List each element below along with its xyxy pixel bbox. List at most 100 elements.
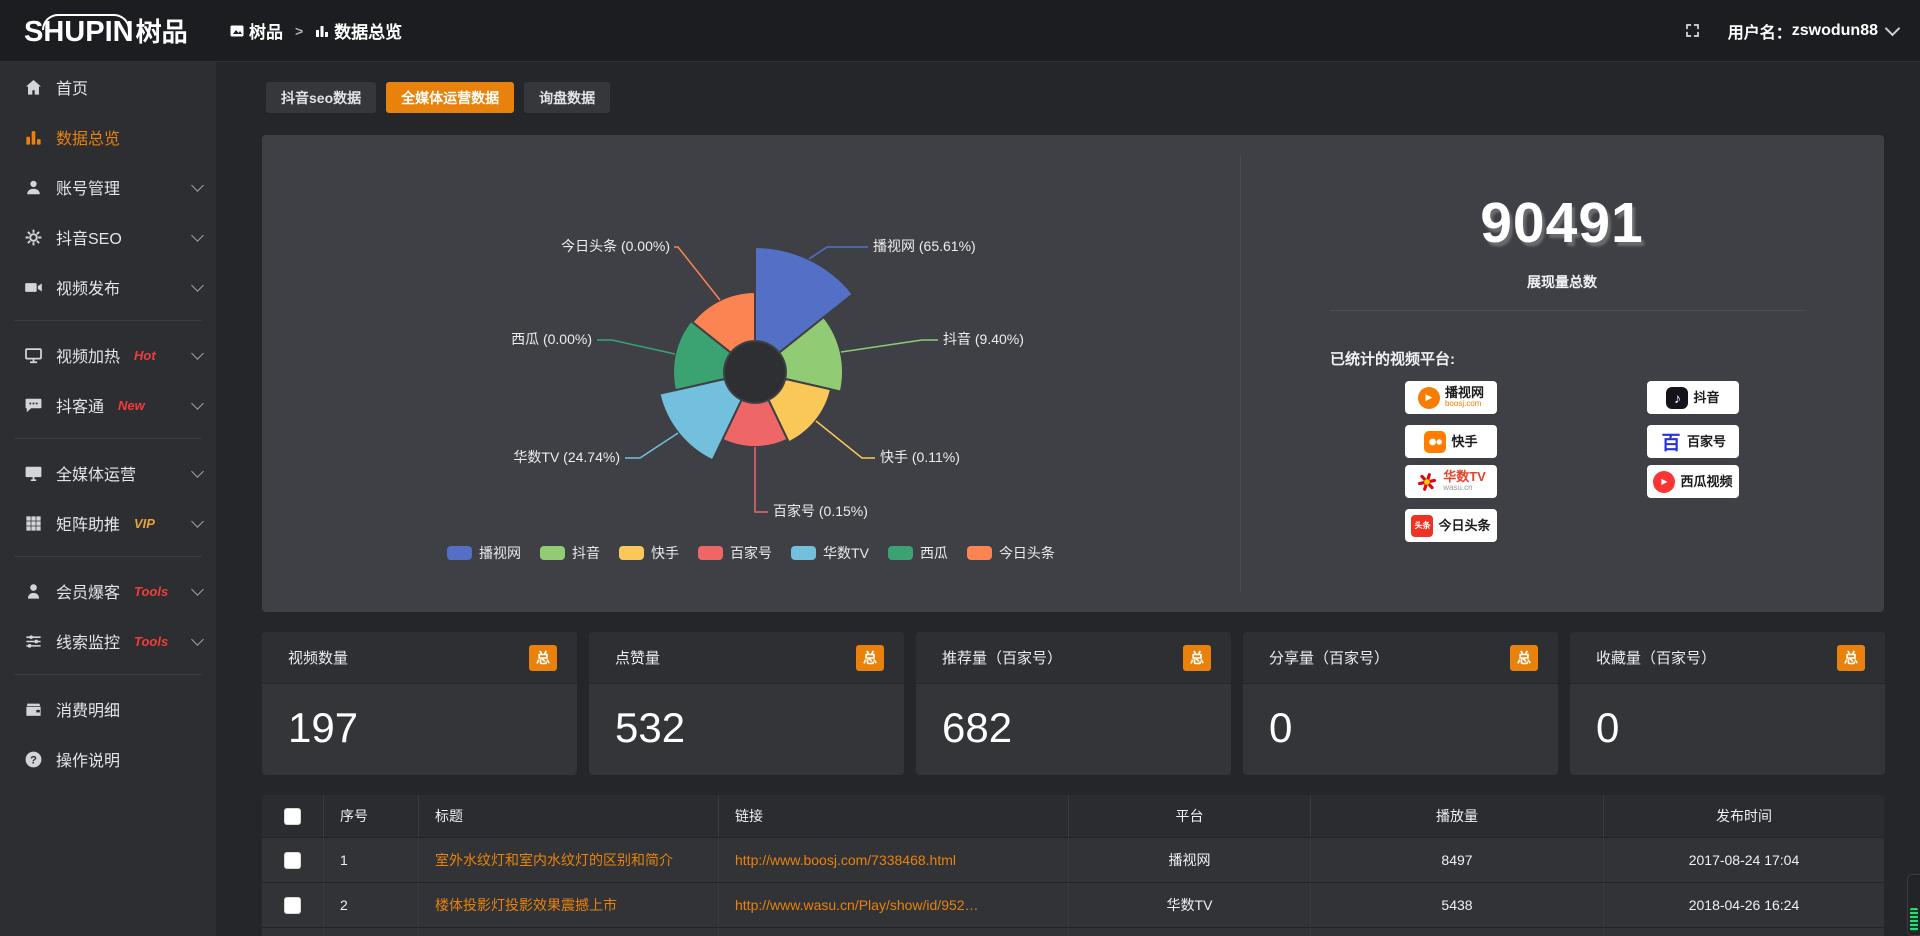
legend-item-3[interactable]: 百家号 — [698, 543, 772, 563]
breadcrumb-label: 数据总览 — [334, 23, 403, 42]
platform-domain: boosj.com — [1444, 399, 1482, 409]
legend-item-6[interactable]: 今日头条 — [966, 543, 1055, 563]
stat-card-title: 点赞量 — [615, 650, 661, 667]
video-camera-icon — [24, 278, 43, 297]
platform-name: 百家号 — [1686, 433, 1726, 449]
pie-label: 抖音 (9.40%) — [943, 331, 1024, 347]
sidebar-item-5[interactable]: 视频加热 Hot — [0, 330, 216, 380]
tab-1[interactable]: 全媒体运营数据 — [386, 82, 515, 113]
pie-slice-2[interactable] — [767, 377, 833, 444]
sidebar-item-10[interactable]: 线索监控 Tools — [0, 616, 216, 666]
total-badge: 总 — [529, 644, 557, 671]
sidebar-item-2[interactable]: 账号管理 — [0, 162, 216, 212]
breadcrumb-item-home[interactable]: 树品 — [230, 18, 283, 43]
user-menu[interactable]: 用户名： zswodun88 — [1728, 19, 1901, 43]
video-title-link[interactable]: 楼体投影灯投影效果震撼上市 — [435, 897, 617, 913]
row-checkbox[interactable] — [284, 896, 301, 914]
table-row-partial — [262, 928, 1884, 936]
legend-label: 华数TV — [823, 545, 869, 561]
stat-card-value: 0 — [1596, 704, 1620, 751]
legend-swatch — [887, 546, 913, 560]
platform-badge-boosj: ▶ 播视网 boosj.com — [1405, 381, 1497, 414]
platforms-label: 已统计的视频平台: — [1330, 351, 1455, 368]
screen-icon — [24, 346, 43, 365]
sidebar-divider — [14, 556, 202, 557]
legend-label: 百家号 — [730, 545, 773, 561]
sidebar-item-4[interactable]: 视频发布 — [0, 262, 216, 312]
sidebar-item-1[interactable]: 数据总览 — [0, 112, 216, 162]
breadcrumb-item-overview[interactable]: 数据总览 — [315, 18, 402, 43]
video-url-link[interactable]: http://www.wasu.cn/Play/show/id/952… — [735, 897, 979, 913]
legend-swatch — [540, 546, 566, 560]
row-checkbox[interactable] — [284, 851, 301, 869]
pie-slice-4[interactable] — [658, 377, 743, 462]
row-checkbox-cell — [262, 883, 324, 927]
table-row: 2 楼体投影灯投影效果震撼上市 http://www.wasu.cn/Play/sh… — [262, 883, 1884, 928]
pie-inner-hole — [725, 342, 785, 402]
baijiahao-logo-icon: 百 — [1661, 433, 1681, 454]
platform-badge-baijiahao: 百百家号 — [1647, 425, 1739, 458]
sidebar-item-8[interactable]: 矩阵助推 VIP — [0, 498, 216, 548]
video-url-link[interactable]: http://www.boosj.com/7338468.html — [735, 852, 957, 868]
empty-cell — [1069, 928, 1311, 936]
person-icon — [24, 582, 43, 601]
stat-card-header: 推荐量（百家号） 总 — [916, 632, 1231, 684]
tab-0[interactable]: 抖音seo数据 — [266, 82, 377, 113]
floating-widget-stripes — [1910, 908, 1918, 932]
stat-card-4: 收藏量（百家号） 总 0 — [1570, 632, 1885, 775]
sidebar-item-0[interactable]: 首页 — [0, 62, 216, 112]
sidebar-item-11[interactable]: 消费明细 — [0, 684, 216, 734]
legend-label: 抖音 — [572, 545, 601, 561]
legend-item-1[interactable]: 抖音 — [540, 543, 600, 563]
legend-item-2[interactable]: 快手 — [619, 543, 679, 563]
stat-card-title: 分享量（百家号） — [1269, 650, 1390, 667]
pie-label-line — [597, 339, 676, 355]
legend-item-4[interactable]: 华数TV — [791, 543, 869, 563]
table-header-cell: 播放量 — [1311, 795, 1604, 837]
platform-badge-toutiao: 头条 今日头条 — [1405, 509, 1497, 542]
tab-2[interactable]: 询盘数据 — [524, 82, 611, 113]
platform-badge-kuaishou: 快手 — [1405, 425, 1497, 458]
sidebar-item-badge: New — [118, 397, 145, 413]
legend-item-0[interactable]: 播视网 — [447, 543, 521, 563]
select-all-checkbox[interactable] — [284, 807, 301, 825]
sidebar-item-label: 首页 — [56, 81, 89, 98]
table-row: 1 室外水纹灯和室内水纹灯的区别和简介 http://www.boosj.com/7… — [262, 838, 1884, 883]
xigua-logo-icon: ▶ — [1653, 470, 1676, 493]
pie-slice-6[interactable] — [691, 290, 756, 355]
video-title-link[interactable]: 室外水纹灯和室内水纹灯的区别和简介 — [435, 852, 673, 868]
fullscreen-button[interactable] — [1680, 18, 1706, 44]
pie-label-line — [815, 420, 875, 459]
sidebar-item-badge: VIP — [134, 515, 155, 531]
chevron-down-icon — [191, 347, 204, 360]
sidebar-divider — [14, 320, 202, 321]
sidebar-item-6[interactable]: 抖客通 New — [0, 380, 216, 430]
video-url-cell: http://www.wasu.cn/Play/show/id/952… — [719, 883, 1069, 927]
sidebar-item-label: 操作说明 — [56, 753, 121, 770]
video-url-cell: http://www.boosj.com/7338468.html — [719, 838, 1069, 882]
sidebar-item-9[interactable]: 会员爆客 Tools — [0, 566, 216, 616]
stat-card-header: 点赞量 总 — [589, 632, 904, 684]
legend-swatch — [791, 546, 817, 560]
stat-cards: 视频数量总 197 点赞量总 532 推荐量（百家号）总 682 分享量（百家号）总 0 收藏量… — [262, 632, 1885, 775]
sidebar-item-12[interactable]: ? 操作说明 — [0, 734, 216, 784]
photo-icon — [230, 25, 244, 36]
pie-slice-0[interactable] — [754, 245, 855, 355]
empty-cell — [419, 928, 719, 936]
stat-card-1: 点赞量 总 532 — [589, 632, 904, 775]
pie-slice-5[interactable] — [672, 319, 733, 392]
pie-label-line — [625, 432, 679, 459]
sidebar-item-3[interactable]: 抖音SEO — [0, 212, 216, 262]
platform-badge-xigua: ▶ 西瓜视频 — [1647, 465, 1739, 498]
floating-widget[interactable] — [1907, 874, 1920, 936]
platform-cell: 播视网 — [1069, 838, 1311, 882]
empty-cell — [719, 928, 1069, 936]
legend-item-5[interactable]: 西瓜 — [887, 543, 948, 563]
stat-card-header: 分享量（百家号） 总 — [1243, 632, 1558, 684]
boosj-logo-icon: ▶ — [1417, 386, 1440, 409]
sidebar-item-7[interactable]: 全媒体运营 — [0, 448, 216, 498]
pie-label: 华数TV (24.74%) — [513, 449, 620, 465]
pie-slice-1[interactable] — [777, 315, 844, 393]
logo-suffix: 树品 — [135, 17, 188, 47]
breadcrumb: 树品 > 数据总览 — [230, 18, 402, 43]
